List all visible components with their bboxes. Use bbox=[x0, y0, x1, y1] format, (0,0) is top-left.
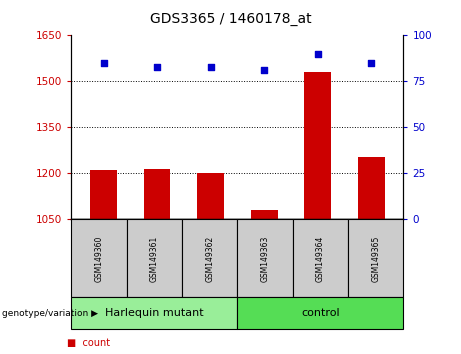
Point bbox=[314, 51, 321, 57]
Text: Harlequin mutant: Harlequin mutant bbox=[105, 308, 204, 318]
Text: GSM149365: GSM149365 bbox=[371, 235, 380, 282]
Point bbox=[207, 64, 214, 69]
Text: control: control bbox=[301, 308, 340, 318]
Bar bbox=[197, 172, 224, 219]
Text: genotype/variation ▶: genotype/variation ▶ bbox=[2, 309, 98, 318]
Point bbox=[154, 64, 161, 69]
Text: GSM149363: GSM149363 bbox=[260, 235, 270, 282]
Bar bbox=[251, 210, 278, 219]
Text: GSM149364: GSM149364 bbox=[316, 235, 325, 282]
Bar bbox=[358, 156, 384, 219]
Bar bbox=[90, 170, 117, 219]
Text: GSM149362: GSM149362 bbox=[205, 235, 214, 281]
Text: ■  count: ■ count bbox=[67, 338, 110, 348]
Bar bbox=[304, 72, 331, 219]
Point bbox=[367, 60, 375, 66]
Text: GSM149360: GSM149360 bbox=[95, 235, 104, 282]
Point bbox=[260, 68, 268, 73]
Text: GSM149361: GSM149361 bbox=[150, 235, 159, 281]
Point bbox=[100, 60, 107, 66]
Text: GDS3365 / 1460178_at: GDS3365 / 1460178_at bbox=[150, 12, 311, 27]
Bar bbox=[144, 169, 171, 219]
